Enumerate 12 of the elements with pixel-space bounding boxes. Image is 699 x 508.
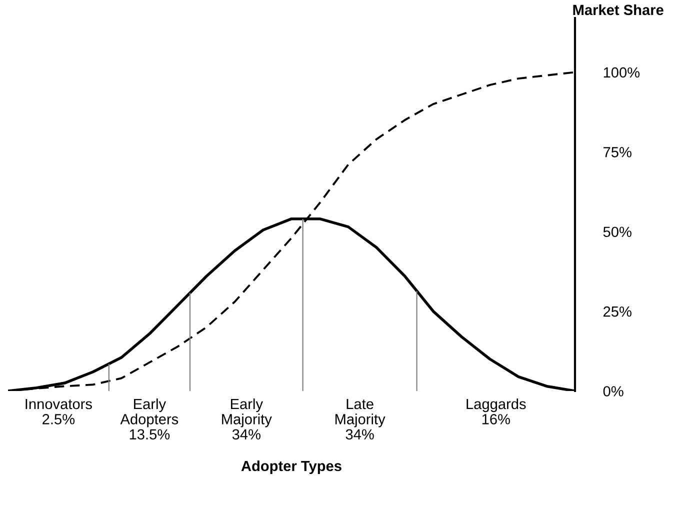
y-axis-title: Market Share [573,4,664,16]
y-tick-label: 25% [604,306,632,317]
y-tick-label: 0% [603,386,624,396]
y-tick-label: 50% [603,226,632,238]
text: Innovators 2.5% [26,399,92,424]
y-tick-label: 75% [604,147,632,158]
x-axis-title: Adopter Types [241,460,342,474]
text: Early Adopters 13.5% [120,398,178,440]
text: Late Majority 34% [335,399,386,440]
text: Laggards 16% [466,398,526,424]
text: Early Majority 34% [222,398,272,440]
y-tick-label: 100% [604,67,640,78]
